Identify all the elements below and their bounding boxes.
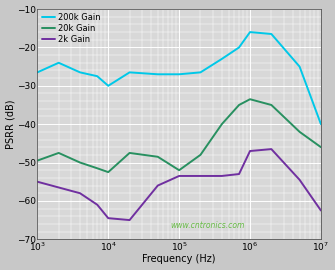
Line: 200k Gain: 200k Gain — [37, 32, 321, 124]
2k Gain — [237, 173, 241, 176]
2k Gain — [106, 217, 110, 220]
20k Gain — [198, 153, 202, 157]
200k Gain — [269, 32, 273, 36]
20k Gain — [35, 159, 39, 162]
20k Gain — [78, 161, 82, 164]
200k Gain — [35, 71, 39, 74]
200k Gain — [95, 75, 99, 78]
2k Gain — [35, 180, 39, 183]
200k Gain — [198, 71, 202, 74]
200k Gain — [220, 57, 224, 60]
Line: 20k Gain: 20k Gain — [37, 99, 321, 172]
20k Gain — [128, 151, 132, 154]
20k Gain — [156, 155, 160, 158]
200k Gain — [297, 65, 302, 68]
Y-axis label: PSRR (dB): PSRR (dB) — [6, 99, 15, 149]
X-axis label: Frequency (Hz): Frequency (Hz) — [142, 254, 216, 264]
2k Gain — [269, 147, 273, 151]
Text: www.cntronics.com: www.cntronics.com — [170, 221, 245, 230]
20k Gain — [220, 123, 224, 126]
200k Gain — [78, 71, 82, 74]
Legend: 200k Gain, 20k Gain, 2k Gain: 200k Gain, 20k Gain, 2k Gain — [40, 12, 103, 46]
200k Gain — [177, 73, 181, 76]
20k Gain — [95, 167, 99, 170]
200k Gain — [156, 73, 160, 76]
2k Gain — [57, 186, 61, 189]
2k Gain — [78, 192, 82, 195]
20k Gain — [248, 97, 252, 101]
20k Gain — [237, 103, 241, 107]
2k Gain — [177, 174, 181, 178]
200k Gain — [319, 123, 323, 126]
Line: 2k Gain: 2k Gain — [37, 149, 321, 220]
200k Gain — [237, 46, 241, 49]
20k Gain — [319, 146, 323, 149]
2k Gain — [95, 203, 99, 206]
200k Gain — [57, 61, 61, 64]
2k Gain — [248, 149, 252, 153]
2k Gain — [319, 209, 323, 212]
20k Gain — [177, 168, 181, 172]
2k Gain — [198, 174, 202, 178]
200k Gain — [106, 84, 110, 87]
20k Gain — [106, 170, 110, 174]
2k Gain — [156, 184, 160, 187]
20k Gain — [269, 103, 273, 107]
20k Gain — [57, 151, 61, 154]
200k Gain — [128, 71, 132, 74]
20k Gain — [297, 130, 302, 133]
2k Gain — [128, 218, 132, 222]
2k Gain — [220, 174, 224, 178]
200k Gain — [248, 31, 252, 34]
2k Gain — [297, 178, 302, 181]
